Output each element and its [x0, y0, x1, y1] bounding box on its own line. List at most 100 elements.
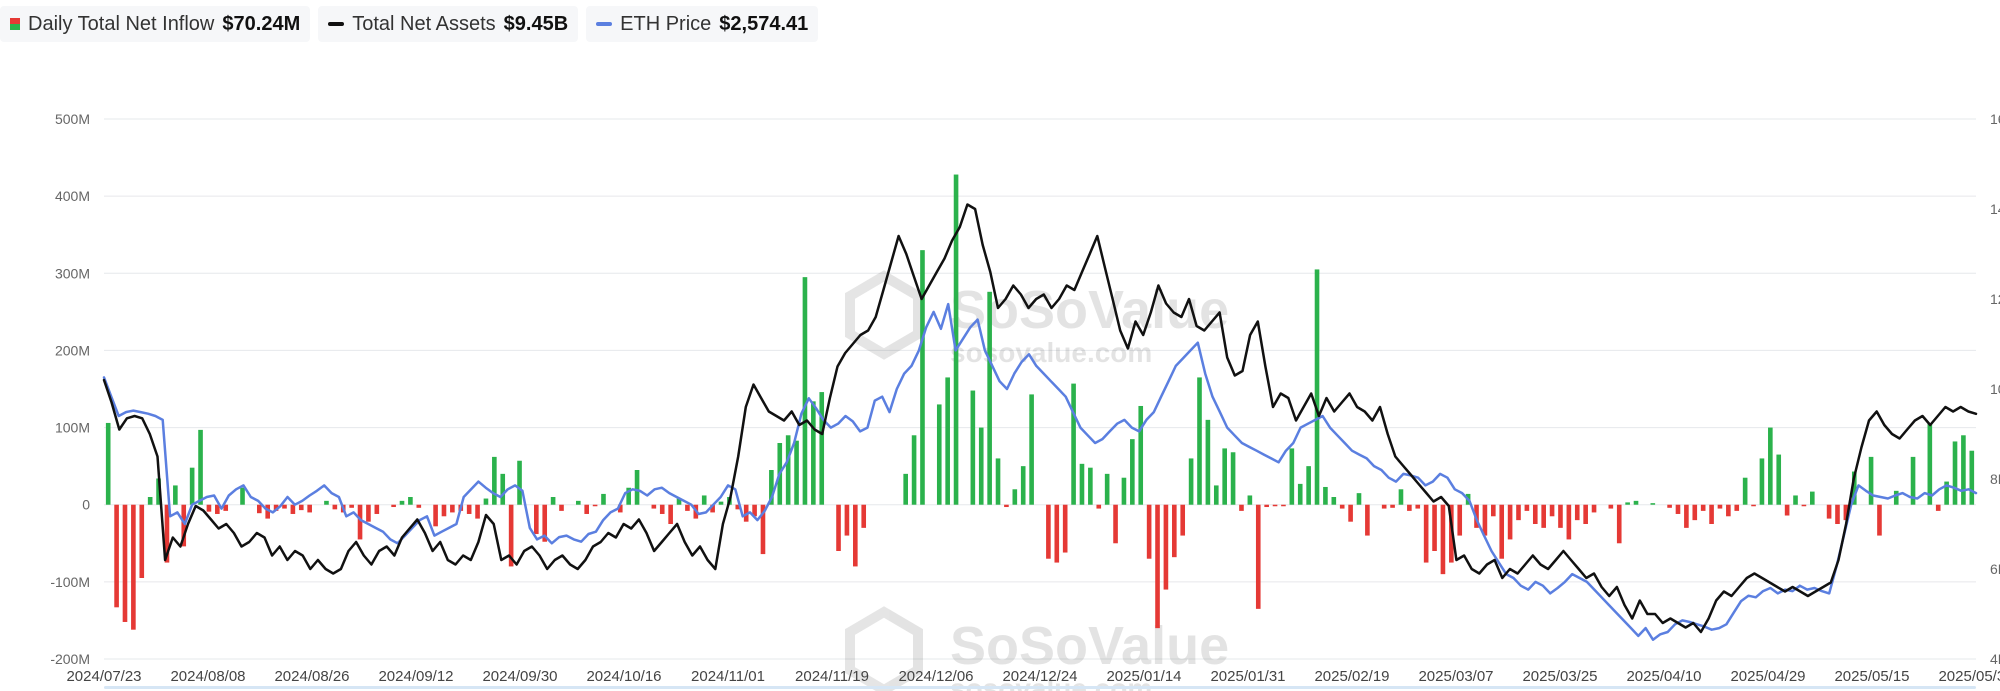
- inflow-bar: [215, 504, 220, 514]
- x-tick-label: 2024/12/06: [898, 668, 973, 685]
- inflow-bar: [1398, 489, 1404, 505]
- inflow-bar: [970, 390, 976, 505]
- inflow-bar: [1809, 491, 1815, 505]
- inflow-bar: [1390, 504, 1395, 508]
- inflow-bar: [1281, 504, 1286, 507]
- inflow-bar: [1608, 504, 1614, 509]
- chart-range-scrollbar[interactable]: [104, 686, 1976, 689]
- inflow-bar: [785, 435, 791, 505]
- inflow-bar: [357, 504, 363, 540]
- inflow-bar: [500, 473, 506, 505]
- inflow-bar: [995, 458, 1001, 505]
- inflow-bar: [844, 504, 850, 536]
- inflow-bar: [1759, 458, 1765, 505]
- inflow-bar: [1381, 504, 1387, 509]
- inflow-bar: [1138, 405, 1144, 505]
- inflow-bar: [1944, 481, 1949, 505]
- x-tick-label: 2024/10/16: [586, 668, 661, 685]
- inflow-bar: [836, 504, 841, 551]
- inflow-bar: [1163, 504, 1169, 590]
- inflow-bar: [1692, 504, 1698, 521]
- inflow-bar: [399, 500, 405, 505]
- inflow-bar: [1113, 504, 1118, 544]
- inflow-bar: [290, 504, 296, 514]
- inflow-bar: [575, 500, 581, 505]
- inflow-bar: [1172, 504, 1177, 558]
- inflow-bar: [1356, 493, 1362, 505]
- inflow-bar: [332, 504, 338, 510]
- inflow-bar: [1532, 504, 1538, 524]
- inflow-bar: [1927, 423, 1933, 505]
- inflow-bar: [1046, 504, 1051, 559]
- watermark-brand: SoSoValue: [950, 616, 1229, 676]
- right-tick-label: 4B: [1990, 651, 2000, 667]
- x-tick-label: 2024/09/12: [378, 668, 453, 685]
- grid-lines: [104, 118, 1976, 660]
- inflow-bar: [122, 504, 128, 622]
- inflow-bar: [391, 504, 396, 508]
- inflow-bar: [1423, 504, 1429, 563]
- series-lines: [102, 203, 1978, 641]
- inflow-bar: [1247, 495, 1253, 505]
- inflow-bar: [1507, 504, 1513, 540]
- inflow-bar: [1491, 504, 1496, 517]
- x-tick-label: 2024/08/08: [170, 668, 245, 685]
- inflow-bar: [1239, 504, 1244, 511]
- inflow-bar: [1700, 504, 1706, 511]
- right-tick-label: 14B: [1990, 201, 2000, 217]
- inflow-bar: [1499, 504, 1505, 559]
- inflow-bar: [1096, 504, 1102, 509]
- inflow-bar: [1482, 504, 1488, 536]
- inflow-bar: [433, 504, 438, 527]
- inflow-bar: [659, 504, 665, 514]
- inflow-bar: [1726, 504, 1731, 517]
- inflow-bar: [920, 250, 925, 505]
- left-tick-label: 500M: [55, 111, 90, 127]
- inflow-bar: [1012, 489, 1018, 505]
- inflow-bar: [1306, 466, 1311, 505]
- x-tick-label: 2024/11/19: [795, 668, 869, 685]
- inflow-bar: [307, 504, 312, 513]
- inflow-bar: [408, 497, 413, 505]
- inflow-bar: [735, 504, 741, 510]
- inflow-bar: [1272, 504, 1278, 507]
- inflow-bar: [1784, 504, 1790, 516]
- inflow-bar: [1616, 504, 1622, 544]
- inflow-bar: [1255, 504, 1261, 609]
- inflow-bar: [592, 504, 598, 507]
- inflow-bar: [1625, 502, 1630, 505]
- inflow-bar: [601, 493, 606, 505]
- inflow-bar: [466, 504, 472, 514]
- inflow-bar: [1197, 377, 1202, 505]
- inflow-bar: [1751, 504, 1756, 507]
- inflow-bar: [1339, 504, 1345, 509]
- watermark-url: sosovalue.com: [950, 337, 1152, 368]
- inflow-bar: [282, 504, 287, 509]
- inflow-bar: [1851, 471, 1857, 505]
- inflow-bar: [1667, 504, 1672, 508]
- x-tick-label: 2025/03/25: [1522, 668, 1597, 685]
- inflow-bar: [1675, 504, 1681, 514]
- legend-item-net-inflow[interactable]: Daily Total Net Inflow $70.24M: [0, 6, 311, 42]
- inflow-bar: [936, 404, 942, 505]
- inflow-bar: [1104, 473, 1110, 505]
- inflow-bar: [668, 504, 673, 524]
- inflow-bar: [903, 473, 908, 505]
- inflow-bar: [811, 401, 816, 505]
- inflow-bar: [1440, 504, 1446, 575]
- inflow-bar: [206, 504, 212, 512]
- inflow-bar: [189, 467, 195, 505]
- inflow-bar: [1222, 448, 1227, 505]
- x-tick-label: 2025/01/14: [1106, 668, 1181, 685]
- legend-item-total-net-assets[interactable]: Total Net Assets $9.45B: [318, 6, 579, 42]
- x-tick-label: 2025/04/10: [1626, 668, 1701, 685]
- inflow-bar: [1188, 458, 1194, 505]
- inflow-bar: [626, 487, 631, 505]
- legend-item-eth-price[interactable]: ETH Price $2,574.41: [586, 6, 819, 42]
- inflow-bar: [1709, 504, 1714, 524]
- inflow-bar: [1323, 486, 1328, 505]
- inflow-bar: [1910, 456, 1916, 505]
- inflow-bar: [1768, 427, 1773, 505]
